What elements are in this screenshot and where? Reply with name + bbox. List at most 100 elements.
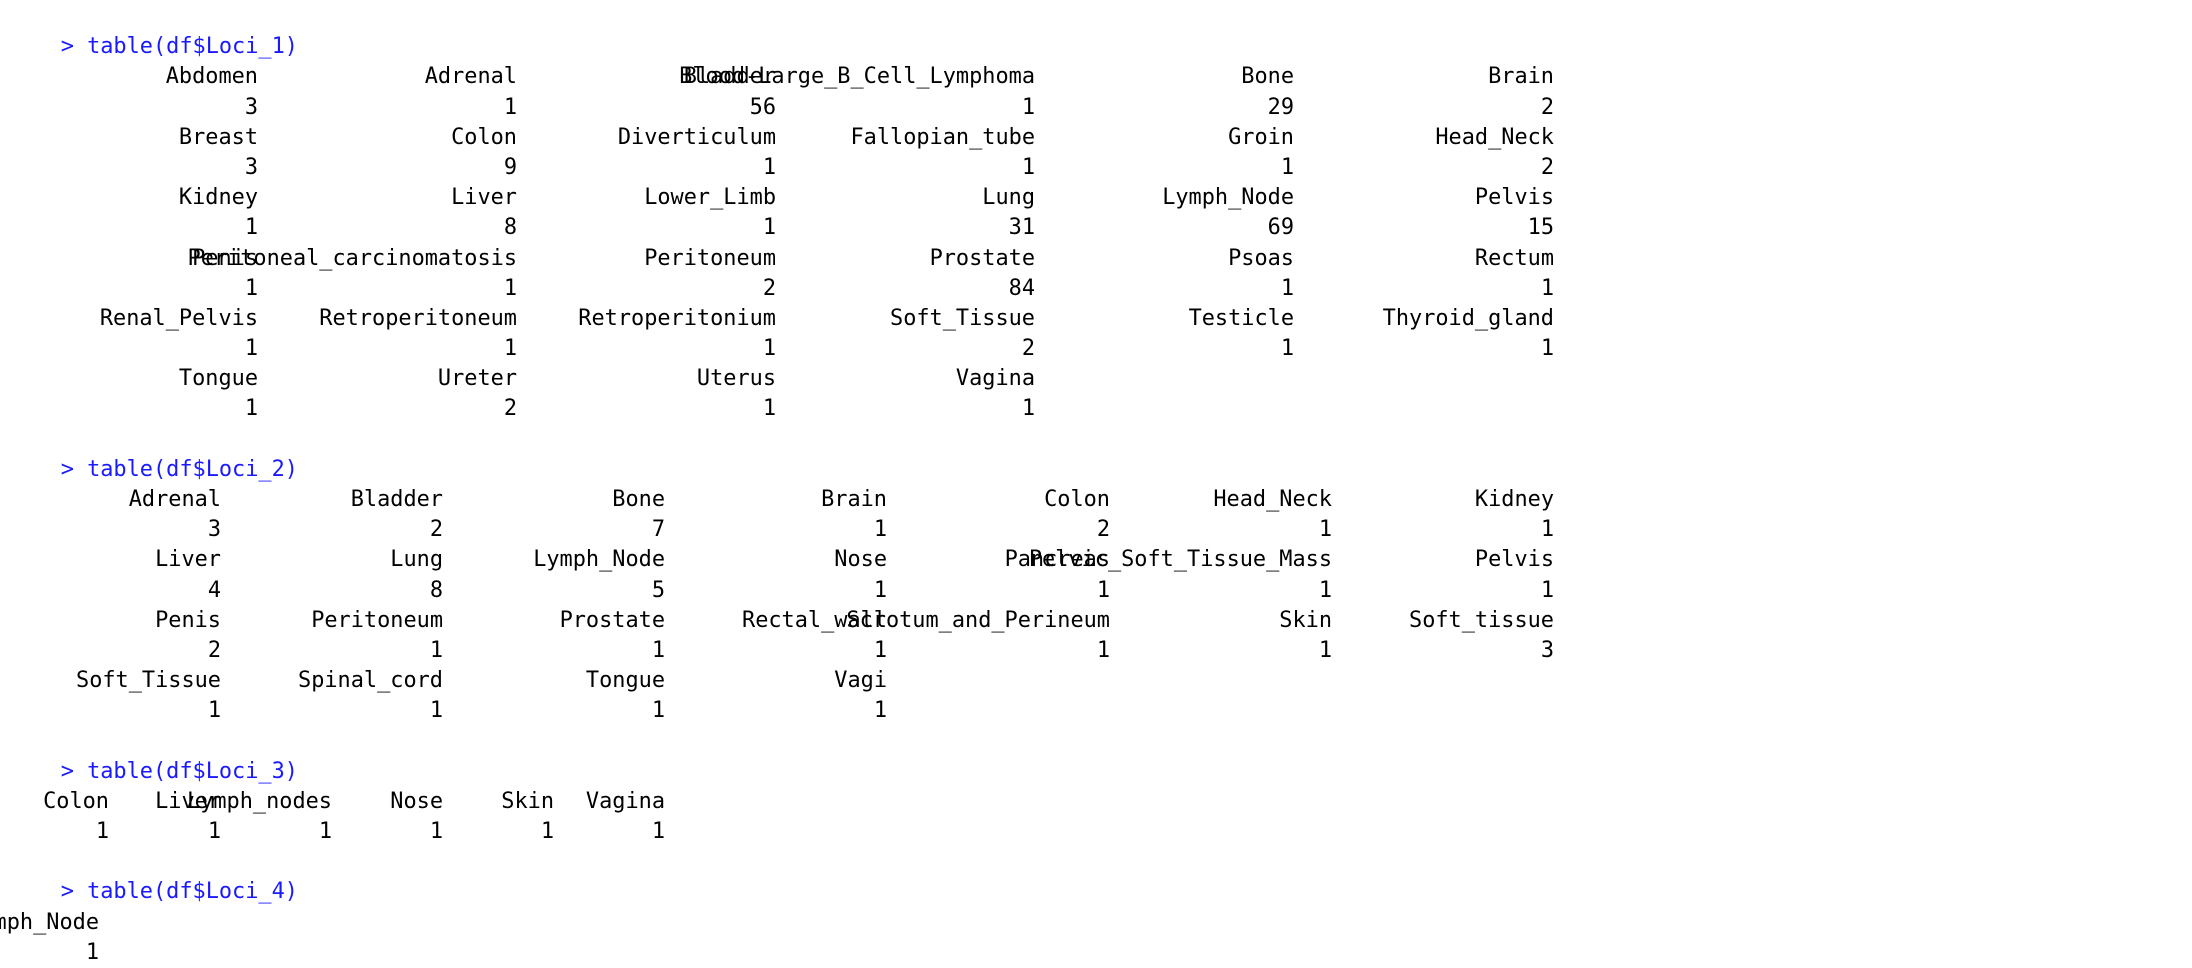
table-output-loci-1: Abdomen Adrenal Bladder Blood-Large_B_Cell_… <box>8 62 2184 424</box>
table-category-label: Brain <box>1488 64 1554 90</box>
table-count-row: 1 1 1 1 1 1 <box>8 817 2184 847</box>
table-category-label: Vagina <box>955 366 1035 392</box>
table-category-label: Penis <box>155 607 221 633</box>
blank-line <box>8 757 2184 787</box>
table-count-value: 1 <box>207 819 221 845</box>
table-count-value: 3 <box>1540 637 1554 663</box>
table-count-value: 1 <box>429 698 443 724</box>
table-count-value: 1 <box>1096 637 1110 663</box>
table-category-label: Peritoneum <box>311 607 443 633</box>
table-category-label: Skin <box>1279 607 1332 633</box>
table-category-label: Nose <box>834 547 887 573</box>
table-count-value: 2 <box>207 637 221 663</box>
table-category-label: Diverticulum <box>617 124 776 150</box>
table-category-label: Retroperitoneum <box>319 305 517 331</box>
table-category-label: Tongue <box>585 668 665 694</box>
command-text: table(df$Loci_3) <box>87 758 298 784</box>
blank-line <box>8 32 2184 62</box>
table-category-label: Prostate <box>929 245 1035 271</box>
command-line-loci-2: > table(df$Loci_2) <box>8 425 2184 482</box>
table-count-row: 1 2 1 1 <box>8 394 2184 424</box>
table-category-label: Colon <box>451 124 517 150</box>
table-category-label: Pancreas <box>1004 547 1110 573</box>
table-category-label: Soft_tissue <box>1409 607 1554 633</box>
table-count-row: 1 1 2 84 1 1 <box>8 274 2184 304</box>
table-count-value: 2 <box>1540 94 1554 120</box>
table-category-label: Lymph_Node <box>0 909 99 935</box>
table-count-row: 1 1 1 2 1 1 <box>8 334 2184 364</box>
table-count-value: 1 <box>1021 154 1035 180</box>
table-count-value: 1 <box>85 939 99 965</box>
table-count-value: 1 <box>1540 517 1554 543</box>
table-count-value: 8 <box>503 215 517 241</box>
table-count-value: 1 <box>762 336 776 362</box>
table-count-value: 2 <box>762 275 776 301</box>
table-category-label: Pelvic_Soft_Tissue_Mass <box>1028 547 1332 573</box>
table-category-label: Thyroid_gland <box>1382 305 1554 331</box>
prompt-symbol: > <box>60 758 88 784</box>
table-count-value: 1 <box>873 577 887 603</box>
table-category-label: Groin <box>1228 124 1294 150</box>
table-category-label: Uterus <box>696 366 776 392</box>
table-category-label: Peritoneum <box>644 245 776 271</box>
table-category-label: Kidney <box>1474 487 1554 512</box>
table-category-label: Adrenal <box>128 487 221 512</box>
table-category-label: Soft_Tissue <box>890 305 1035 331</box>
command-line-loci-3: > table(df$Loci_3) <box>8 727 2184 784</box>
table-header-row: Kidney Liver Lower_Limb Lung Lymph_Node Pelvi… <box>8 183 2184 213</box>
table-category-label: Bone <box>1241 64 1294 90</box>
table-count-value: 7 <box>651 517 665 543</box>
table-count-value: 1 <box>1280 336 1294 362</box>
command-line-loci-1: > table(df$Loci_1) <box>8 2 2184 59</box>
table-count-value: 1 <box>207 698 221 724</box>
table-count-value: 1 <box>503 275 517 301</box>
table-category-label: Vagi <box>834 668 887 694</box>
table-count-value: 1 <box>95 819 109 845</box>
blank-line <box>8 455 2184 485</box>
table-header-row: Soft_Tissue Spinal_cord Tongue Vagi <box>8 666 2184 696</box>
table-output-loci-2: Adrenal Bladder Bone Brain Colon Head_Neck Kid… <box>8 485 2184 727</box>
table-category-label: Bladder <box>350 487 443 512</box>
table-category-label: Colon <box>43 788 109 814</box>
table-count-value: 2 <box>1540 154 1554 180</box>
table-count-value: 29 <box>1267 94 1294 120</box>
table-count-value: 1 <box>540 819 554 845</box>
table-count-value: 1 <box>503 336 517 362</box>
table-category-label: Psoas <box>1228 245 1294 271</box>
prompt-symbol: > <box>60 879 88 905</box>
table-count-value: 1 <box>244 215 258 241</box>
table-count-value: 1 <box>318 819 332 845</box>
table-category-label: Peritoneal_carcinomatosis <box>187 245 517 271</box>
table-count-value: 1 <box>1540 336 1554 362</box>
table-header-row: Colon Liver Lymph_nodes Nose Skin Vagina <box>8 787 2184 817</box>
table-count-value: 8 <box>429 577 443 603</box>
table-output-loci-3: Colon Liver Lymph_nodes Nose Skin Vagina 1 1 1 1 1… <box>8 787 2184 847</box>
table-count-value: 1 <box>1540 577 1554 603</box>
table-count-value: 1 <box>873 637 887 663</box>
table-count-value: 1 <box>762 154 776 180</box>
table-count-value: 2 <box>1096 517 1110 543</box>
table-category-label: Lymph_Node <box>1162 185 1294 211</box>
table-category-label: Tongue <box>178 366 258 392</box>
table-count-row: 2 1 1 1 1 1 3 <box>8 636 2184 666</box>
table-count-value: 1 <box>503 94 517 120</box>
prompt-symbol: > <box>60 456 88 482</box>
table-header-row: Tongue Ureter Uterus Vagina <box>8 364 2184 394</box>
table-count-value: 1 <box>244 396 258 422</box>
table-count-value: 3 <box>207 517 221 543</box>
table-count-value: 84 <box>1008 275 1035 301</box>
table-count-row: 4 8 5 1 1 1 1 <box>8 576 2184 606</box>
table-count-value: 1 <box>244 275 258 301</box>
table-category-label: Soft_Tissue <box>76 668 221 694</box>
table-category-label: Ureter <box>437 366 517 392</box>
table-category-label: Scrotum_and_Perineum <box>846 607 1110 633</box>
command-text: table(df$Loci_2) <box>87 456 298 482</box>
table-category-label: Spinal_cord <box>298 668 443 694</box>
table-category-label: Blood-Large_B_Cell_Lymphoma <box>679 64 1035 90</box>
table-header-row: Liver Lung Lymph_Node Nose Pancreas Pelvic_So… <box>8 545 2184 575</box>
table-category-label: Nose <box>390 788 443 814</box>
table-category-label: Vagina <box>585 788 665 814</box>
table-category-label: Adrenal <box>424 64 517 90</box>
command-text: table(df$Loci_1) <box>87 34 298 60</box>
